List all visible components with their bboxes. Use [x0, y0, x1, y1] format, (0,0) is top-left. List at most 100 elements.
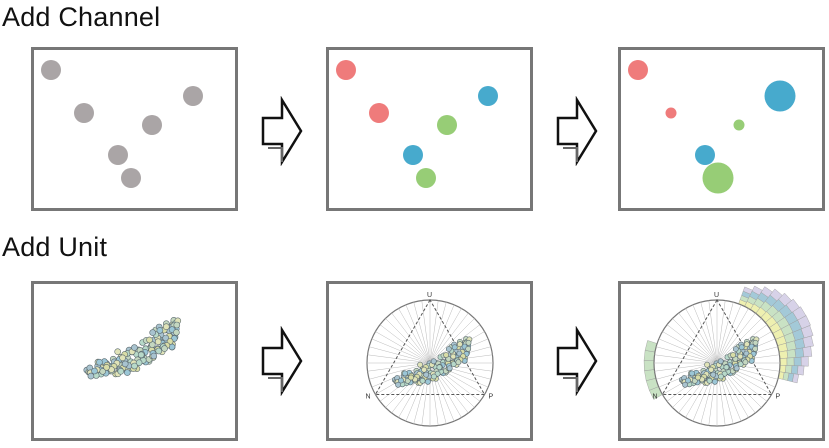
- glyph-point: [150, 352, 158, 360]
- data-point: [628, 60, 648, 80]
- glyph-point: [162, 334, 169, 342]
- unit-panel-scatter: [31, 281, 238, 441]
- glyph-point: [121, 360, 129, 368]
- glyph-point: [752, 339, 759, 346]
- glyph-point: [398, 377, 404, 384]
- glyph-point: [710, 371, 717, 378]
- ternary-vertex-label: N: [652, 394, 657, 401]
- glyph-point: [96, 358, 103, 366]
- glyph-point: [146, 336, 153, 344]
- glyph-point: [154, 338, 162, 346]
- glyph-point: [124, 369, 131, 376]
- glyph-point: [131, 344, 138, 351]
- ternary-vertex-label: U: [714, 292, 719, 299]
- glyph-point: [737, 353, 744, 360]
- ternary-vertex-label: P: [489, 394, 494, 401]
- arrow-right-icon: [556, 96, 598, 166]
- glyph-point: [402, 370, 408, 377]
- glyph-point: [436, 364, 443, 371]
- data-point: [41, 60, 61, 80]
- unit-ternary-histogram-plot: U N P: [643, 285, 814, 427]
- data-point: [733, 119, 745, 131]
- glyph-point: [91, 367, 98, 375]
- arrow-right-icon: [261, 326, 303, 396]
- channel-panel-position: [31, 47, 238, 211]
- channel-plot: [628, 60, 796, 194]
- glyph-point: [425, 378, 431, 385]
- data-point: [108, 145, 128, 165]
- arrow-right-icon: [261, 96, 303, 166]
- glyph-point: [443, 352, 449, 358]
- glyph-point: [708, 366, 714, 373]
- glyph-point: [718, 373, 724, 380]
- glyph-point: [135, 359, 143, 366]
- radial-histogram: [643, 285, 814, 400]
- data-point: [403, 145, 423, 165]
- glyph-point: [417, 361, 423, 368]
- glyph-point: [738, 344, 745, 351]
- glyph-point: [465, 339, 472, 346]
- data-point: [369, 103, 389, 123]
- glyph-point: [733, 365, 740, 372]
- glyph-point: [419, 377, 426, 384]
- glyph-point: [712, 378, 718, 385]
- glyph-point: [456, 341, 463, 348]
- channel-panel-color: [326, 47, 533, 211]
- glyph-point: [103, 364, 110, 371]
- arrow-right-icon: [556, 326, 598, 396]
- channel-panel-size: [618, 47, 825, 211]
- data-point: [695, 145, 715, 165]
- channel-plot: [41, 60, 203, 188]
- glyph-point: [423, 371, 430, 378]
- glyph-point: [689, 370, 695, 377]
- glyph-point: [446, 365, 453, 372]
- glyph-point: [451, 344, 458, 351]
- data-point: [478, 86, 498, 106]
- glyph-point: [682, 381, 688, 388]
- glyph-point: [730, 352, 736, 358]
- glyph-point: [752, 346, 759, 352]
- glyph-point: [155, 347, 162, 355]
- glyph-point: [445, 346, 452, 352]
- channel-plot: [336, 60, 498, 188]
- heading-add-channel: Add Channel: [2, 2, 161, 32]
- glyph-point: [455, 359, 462, 366]
- glyph-point: [114, 348, 121, 355]
- glyph-point: [717, 358, 724, 365]
- data-point: [416, 168, 436, 188]
- heading-add-unit: Add Unit: [2, 232, 108, 262]
- glyph-point: [732, 346, 739, 352]
- glyph-point: [706, 377, 713, 384]
- glyph-point: [723, 364, 730, 371]
- glyph-point: [173, 329, 180, 336]
- unit-scatter-plot: [83, 316, 182, 380]
- unit-ternary-plot: U N P: [365, 292, 494, 427]
- glyph-point: [131, 362, 138, 370]
- data-point: [183, 86, 203, 106]
- unit-panel-ternary-histogram: U N P: [618, 281, 825, 441]
- data-point: [74, 103, 94, 123]
- glyph-point: [704, 361, 710, 368]
- glyph-point: [744, 341, 750, 348]
- glyph-point: [742, 359, 749, 366]
- glyph-point: [119, 354, 126, 362]
- data-point: [336, 60, 356, 80]
- glyph-point: [117, 368, 125, 375]
- data-point: [437, 115, 457, 135]
- data-point: [142, 115, 162, 135]
- data-point: [702, 162, 734, 194]
- ternary-vertex-label: N: [365, 394, 370, 401]
- glyph-point: [163, 323, 170, 331]
- glyph-point: [395, 381, 401, 388]
- glyph-point: [161, 345, 168, 352]
- glyph-point: [87, 372, 95, 380]
- glyph-point: [431, 373, 437, 380]
- data-point: [764, 80, 796, 112]
- glyph-point: [408, 374, 414, 381]
- glyph-point: [149, 329, 156, 336]
- ternary-vertex-label: P: [776, 394, 781, 401]
- glyph-point: [156, 327, 164, 334]
- ternary-vertex-label: U: [427, 292, 432, 299]
- glyph-point: [695, 374, 701, 381]
- glyph-point: [421, 366, 427, 373]
